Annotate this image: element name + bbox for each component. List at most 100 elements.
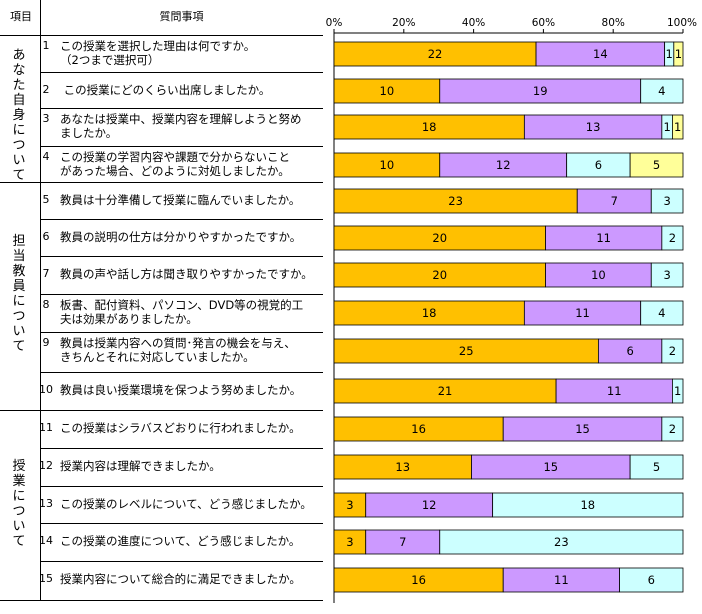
bar-segment-label: 10 <box>380 84 395 98</box>
bar-segment <box>629 152 684 178</box>
question-table: 項目 質問事項 あなた自身について 担当教員について 授業について 1 この授業を… <box>0 0 323 607</box>
category-teacher: 担当教員について <box>12 234 26 354</box>
row-divider <box>40 372 323 373</box>
bar-segment-label: 2 <box>669 422 676 436</box>
x-tick-label: 40% <box>462 17 485 29</box>
bar-segment <box>333 78 441 104</box>
bar-segment-label: 4 <box>658 84 665 98</box>
question-text: 教員は良い授業環境を保つよう努めましたか。 <box>60 383 302 397</box>
question-number: 3 <box>42 112 50 125</box>
bar-segment-label: 5 <box>653 460 660 474</box>
question-text: 板書、配付資料、パソコン、DVD等の視覚的工 夫は効果がありましたか。 <box>60 298 304 326</box>
bar-segment-label: 14 <box>593 47 608 61</box>
bar-segment <box>439 152 568 178</box>
bar-segment <box>333 188 578 214</box>
bar-segment-label: 18 <box>422 120 437 134</box>
bar-segment <box>333 41 537 67</box>
bar-segment <box>555 378 673 404</box>
row-divider <box>40 219 323 220</box>
bar-segment <box>672 378 684 404</box>
row-divider <box>40 523 323 524</box>
question-number: 10 <box>39 383 53 396</box>
bar-segment-label: 7 <box>399 535 406 549</box>
bar-segment-label: 11 <box>607 384 622 398</box>
question-text: 教員は十分準備して授業に臨んでいましたか。 <box>60 193 301 207</box>
question-text: 教員は授業内容への質問･発言の機会を与え、 きちんとそれに対応していましたか。 <box>60 336 296 364</box>
bar-segment <box>673 41 684 67</box>
bar-segment <box>333 225 546 251</box>
bar-segment-label: 20 <box>432 231 447 245</box>
bar-segment <box>545 225 663 251</box>
row-divider <box>40 332 323 333</box>
bar-segment-label: 3 <box>346 498 353 512</box>
question-row-15: 15 授業内容について総合的に満足できましたか。 <box>0 561 323 598</box>
bar-segment-label: 15 <box>543 460 558 474</box>
bar-segment-label: 1 <box>675 47 682 61</box>
bar-segment-label: 16 <box>411 422 426 436</box>
question-text: この授業の学習内容や課題で分からないこと があった場合、どのように対処しましたか… <box>60 150 290 178</box>
bar-segment-label: 13 <box>586 120 601 134</box>
category-divider <box>0 410 323 411</box>
bar-segment-label: 1 <box>674 120 681 134</box>
question-text: この授業のレベルについて、どう感じましたか。 <box>60 497 312 511</box>
question-number: 14 <box>39 534 53 547</box>
bar-segment-label: 6 <box>595 158 602 172</box>
bar-segment <box>333 378 557 404</box>
question-row-2: 2 この授業にどのくらい出席しましたか。 <box>0 72 323 109</box>
bar-segment <box>576 188 652 214</box>
bar-segment <box>333 300 525 326</box>
bar-segment-label: 2 <box>669 344 676 358</box>
bar-segment <box>650 262 684 288</box>
bar-segment <box>492 492 684 518</box>
x-tick-label: 20% <box>392 17 415 29</box>
question-row-3: 3 あなたは授業中、授業内容を理解しようと努め ましたか。 <box>0 108 323 145</box>
bar-segment-label: 1 <box>666 47 673 61</box>
question-number: 7 <box>42 267 50 280</box>
bar-segment-label: 15 <box>575 422 590 436</box>
bar-segment <box>629 454 684 480</box>
question-text: 授業内容について総合的に満足できましたか。 <box>60 572 301 586</box>
bar-segment-label: 11 <box>554 573 569 587</box>
bar-segment-label: 11 <box>596 231 611 245</box>
bar-segment <box>439 78 642 104</box>
bar-segment <box>597 338 663 364</box>
bar-segment-label: 2 <box>669 231 676 245</box>
question-number: 5 <box>42 193 50 206</box>
bar-segment-label: 1 <box>663 120 670 134</box>
question-row-13: 13 この授業のレベルについて、どう感じましたか。 <box>0 486 323 523</box>
bar-segment <box>672 114 684 140</box>
bar-segment-label: 6 <box>648 573 655 587</box>
bar-segment-label: 3 <box>663 268 670 282</box>
question-number: 1 <box>42 39 50 52</box>
bar-segment <box>545 262 652 288</box>
header-question: 質問事項 <box>159 10 204 23</box>
bar-segment-label: 23 <box>554 535 569 549</box>
bar-segment <box>523 114 663 140</box>
x-tick-label: 0% <box>326 17 343 29</box>
question-number: 2 <box>42 83 50 96</box>
bar-segment-label: 22 <box>428 47 443 61</box>
question-row-10: 10 教員は良い授業環境を保つよう努めましたか。 <box>0 372 323 409</box>
question-row-6: 6 教員の説明の仕方は分かりやすかったですか。 <box>0 219 323 256</box>
column-divider <box>40 0 41 600</box>
bar-segment-label: 5 <box>653 158 660 172</box>
question-text: この授業の進度について、どう感じましたか。 <box>60 534 301 548</box>
bar-segment-label: 12 <box>496 158 511 172</box>
bar-segment <box>502 416 663 442</box>
x-tick-label: 100% <box>667 17 697 29</box>
bar-segment <box>333 114 525 140</box>
bar-segment-label: 3 <box>663 194 670 208</box>
bar-segment <box>619 567 684 593</box>
bar-segment <box>365 529 441 555</box>
bar-segment-label: 18 <box>580 498 595 512</box>
question-text: あなたは授業中、授業内容を理解しようと努め ましたか。 <box>60 112 302 140</box>
bar-segment <box>365 492 494 518</box>
bar-segment <box>333 454 472 480</box>
x-tick-label: 80% <box>602 17 625 29</box>
bar-segment-label: 25 <box>459 344 474 358</box>
bar-segment <box>640 78 684 104</box>
question-row-7: 7 教員の声や話し方は聞き取りやすかったですか。 <box>0 256 323 293</box>
bar-segment <box>523 300 642 326</box>
question-number: 13 <box>39 497 53 510</box>
bar-segment-label: 10 <box>380 158 395 172</box>
